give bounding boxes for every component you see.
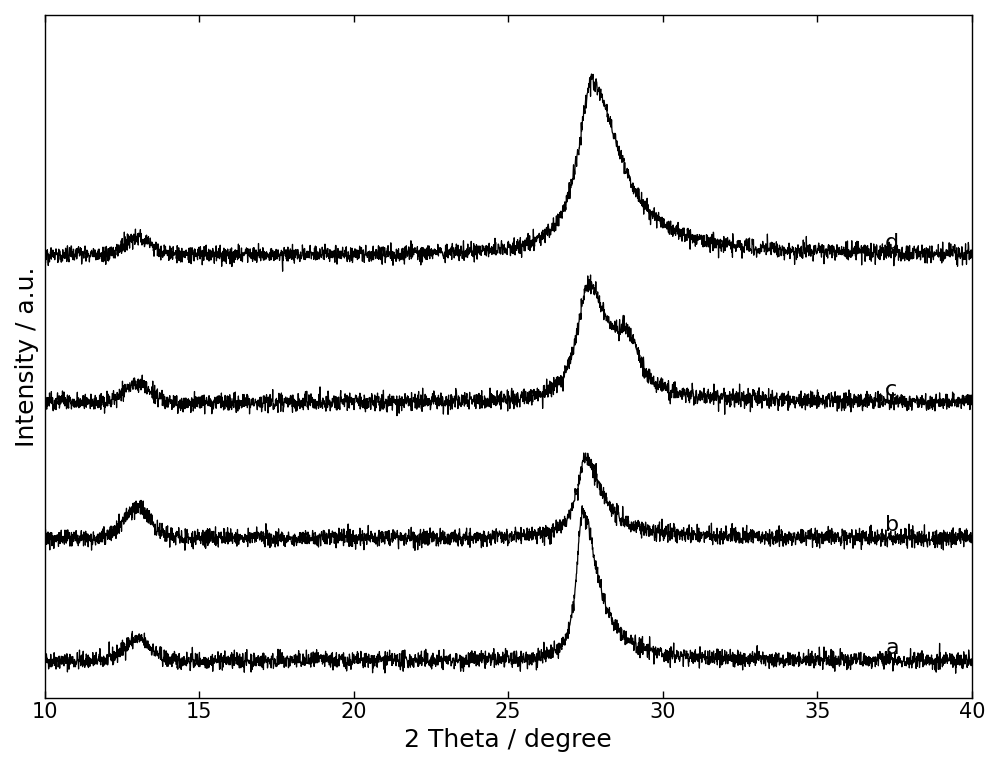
- Text: b: b: [885, 515, 899, 535]
- Y-axis label: Intensity / a.u.: Intensity / a.u.: [15, 266, 39, 446]
- Text: c: c: [885, 380, 897, 400]
- X-axis label: 2 Theta / degree: 2 Theta / degree: [404, 728, 612, 752]
- Text: d: d: [885, 232, 899, 252]
- Text: a: a: [885, 638, 899, 658]
